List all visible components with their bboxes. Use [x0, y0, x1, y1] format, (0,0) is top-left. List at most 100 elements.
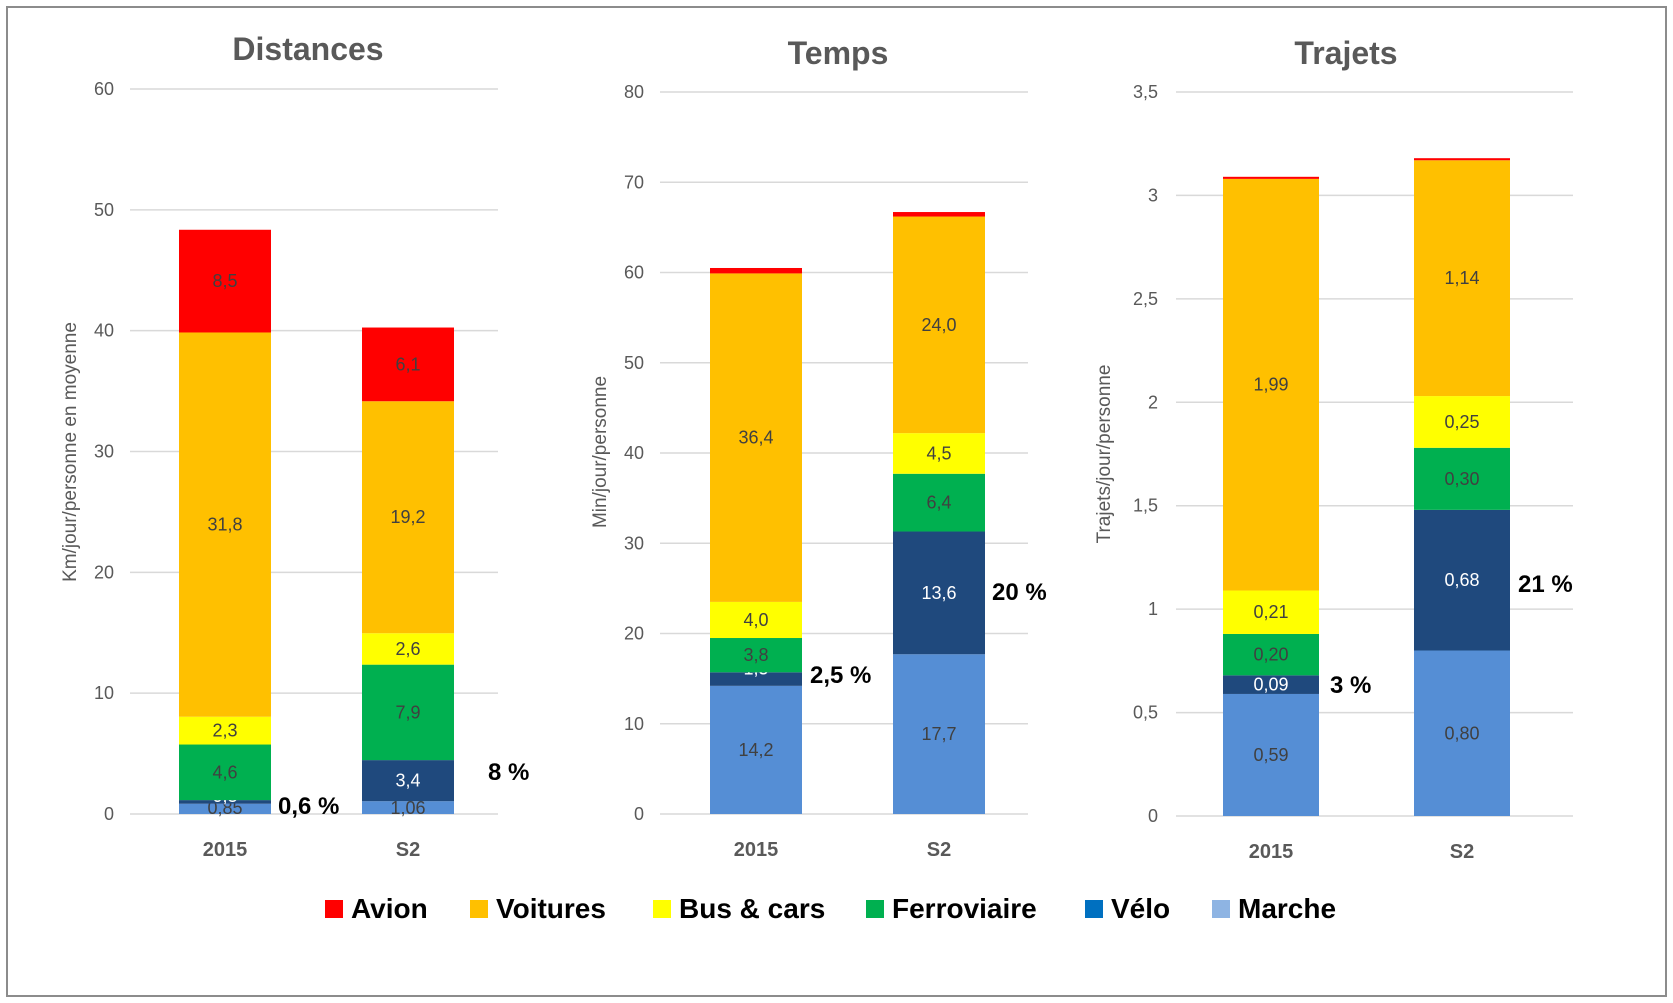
bar-segment-ferroviaire-s2	[1414, 447, 1510, 510]
x-category-label: S2	[1450, 841, 1474, 863]
bar-segment-v-lo-s2	[1414, 509, 1510, 651]
y-tick-label: 2	[1148, 392, 1158, 412]
legend-label: Bus & cars	[679, 893, 825, 924]
data-label: 4,6	[212, 762, 237, 782]
y-tick-label: 10	[94, 683, 114, 703]
y-tick-label: 3,5	[1133, 82, 1158, 102]
legend-swatch	[470, 900, 488, 918]
legend-swatch	[325, 900, 343, 918]
x-category-label: S2	[396, 839, 420, 861]
bar-segment-voitures-2015	[179, 332, 271, 717]
data-label: 3,8	[743, 645, 768, 665]
x-category-label: 2015	[1249, 841, 1294, 863]
bar-segment-marche-s2	[362, 801, 454, 814]
y-tick-label: 60	[94, 79, 114, 99]
y-tick-label: 1	[1148, 599, 1158, 619]
y-tick-label: 40	[94, 321, 114, 341]
legend-label: Marche	[1238, 893, 1336, 924]
data-label: 0,20	[1253, 645, 1288, 665]
bar-segment-v-lo-2015	[1223, 675, 1319, 694]
y-tick-label: 0	[1148, 806, 1158, 826]
y-axis-label: Min/jour/personne	[590, 376, 611, 528]
bar-segment-bus-cars-2015	[710, 601, 802, 639]
y-tick-label: 50	[624, 353, 644, 373]
bar-segment-bus-cars-2015	[179, 716, 271, 745]
y-tick-label: 0	[634, 804, 644, 824]
y-tick-label: 50	[94, 200, 114, 220]
share-annotation: 0,6 %	[278, 793, 339, 820]
data-label: 6,1	[395, 354, 420, 374]
data-label: 36,4	[738, 428, 773, 448]
bar-segment-avion-s2	[893, 212, 985, 217]
data-label: 1,99	[1253, 375, 1288, 395]
legend-label: Voitures	[496, 893, 606, 924]
bar-segment-bus-cars-s2	[1414, 396, 1510, 448]
data-label: 2,3	[212, 721, 237, 741]
data-label: 0,68	[1444, 570, 1479, 590]
chart-title: Trajets	[1294, 35, 1397, 71]
y-tick-label: 20	[624, 624, 644, 644]
bar-segment-voitures-s2	[1414, 160, 1510, 397]
bar-segment-bus-cars-s2	[893, 433, 985, 474]
y-tick-label: 30	[94, 442, 114, 462]
legend-label: Vélo	[1111, 893, 1170, 924]
data-label: 6,4	[926, 493, 951, 513]
x-category-label: 2015	[734, 839, 779, 861]
chart-panel-trajets: Trajets 0 0,5 1 1,5 2 2,5 3 3,5 Trajets/jour/pers…	[1094, 35, 1573, 863]
data-label: 1,14	[1444, 268, 1479, 288]
data-label: 3,4	[395, 771, 420, 791]
legend-swatch	[1085, 900, 1103, 918]
bar-segment-v-lo-s2	[893, 531, 985, 655]
y-tick-label: 30	[624, 533, 644, 553]
chart-frame	[6, 6, 1667, 997]
y-axis-label: Trajets/jour/personne	[1094, 365, 1115, 544]
data-label: 4,5	[926, 443, 951, 463]
bar-segment-v-lo-2015	[710, 672, 802, 686]
bar-segment-ferroviaire-2015	[710, 638, 802, 673]
legend: Avion Voitures Bus & cars Ferroviaire Vélo Ma…	[325, 893, 1336, 924]
y-tick-label: 70	[624, 172, 644, 192]
data-label: 14,2	[738, 740, 773, 760]
bar-segment-marche-2015	[179, 803, 271, 814]
y-tick-label: 3	[1148, 185, 1158, 205]
data-label: 24,0	[921, 315, 956, 335]
data-label: 13,6	[921, 583, 956, 603]
y-tick-label: 10	[624, 714, 644, 734]
bar-segment-voitures-2015	[710, 273, 802, 602]
bar-segment-voitures-s2	[362, 401, 454, 634]
y-tick-label: 1,5	[1133, 496, 1158, 516]
data-label: 7,9	[395, 702, 420, 722]
bar-segment-avion-s2	[362, 327, 454, 402]
x-category-label: 2015	[203, 839, 248, 861]
data-label: 1,06	[390, 798, 425, 818]
data-label: 2,6	[395, 639, 420, 659]
data-label: 0,21	[1253, 602, 1288, 622]
y-tick-label: 60	[624, 263, 644, 283]
y-tick-label: 0	[104, 804, 114, 824]
bar-segment-voitures-s2	[893, 216, 985, 434]
y-tick-label: 40	[624, 443, 644, 463]
bar-segment-v-lo-s2	[362, 760, 454, 802]
bar-segment-avion-2015	[710, 267, 802, 274]
chart-panel-temps: Temps 0 10 20 30 40 50 60 70 80 Min/jour/personne 1…	[590, 35, 1047, 861]
bar-segment-ferroviaire-s2	[362, 664, 454, 761]
data-label: 0,80	[1444, 723, 1479, 743]
data-label: 4,0	[743, 610, 768, 630]
share-annotation: 20 %	[992, 579, 1047, 606]
data-label: 19,2	[390, 507, 425, 527]
bar-segment-avion-s2	[1414, 158, 1510, 161]
bar-segment-ferroviaire-s2	[893, 473, 985, 532]
data-label: 31,8	[207, 515, 242, 535]
bar-segment-marche-2015	[1223, 693, 1319, 816]
data-label: 17,7	[921, 724, 956, 744]
legend-swatch	[653, 900, 671, 918]
chart-title: Distances	[232, 31, 383, 67]
legend-swatch	[1212, 900, 1230, 918]
share-annotation: 21 %	[1518, 571, 1573, 598]
bar-segment-v-lo-2015	[179, 800, 271, 804]
legend-label: Avion	[351, 893, 428, 924]
data-label: 0,09	[1253, 675, 1288, 695]
bar-segment-ferroviaire-2015	[179, 744, 271, 801]
bar-segment-bus-cars-2015	[1223, 590, 1319, 634]
